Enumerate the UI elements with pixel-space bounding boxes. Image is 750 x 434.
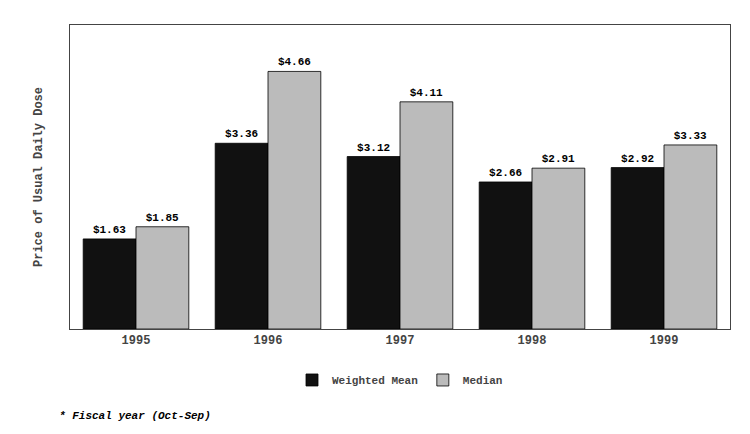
svg-text:$4.11: $4.11 — [410, 87, 443, 99]
svg-text:$2.66: $2.66 — [489, 167, 522, 179]
svg-text:Median: Median — [463, 375, 503, 387]
svg-text:Price of Usual Daily Dose: Price of Usual Daily Dose — [32, 87, 46, 267]
svg-text:$3.33: $3.33 — [674, 130, 707, 142]
svg-text:$1.85: $1.85 — [146, 212, 179, 224]
svg-text:$2.92: $2.92 — [621, 153, 654, 165]
svg-text:$4.66: $4.66 — [278, 56, 311, 68]
svg-text:1999: 1999 — [650, 334, 679, 348]
svg-text:$3.36: $3.36 — [225, 128, 258, 140]
svg-text:$3.12: $3.12 — [357, 142, 390, 154]
svg-text:$2.91: $2.91 — [542, 153, 575, 165]
svg-text:1998: 1998 — [518, 334, 547, 348]
svg-text:* Fiscal year (Oct-Sep): * Fiscal year (Oct-Sep) — [59, 410, 211, 422]
svg-text:Weighted Mean: Weighted Mean — [332, 375, 418, 387]
svg-text:1995: 1995 — [122, 334, 151, 348]
svg-text:1997: 1997 — [386, 334, 415, 348]
svg-text:1996: 1996 — [254, 334, 283, 348]
svg-text:$1.63: $1.63 — [93, 224, 126, 236]
